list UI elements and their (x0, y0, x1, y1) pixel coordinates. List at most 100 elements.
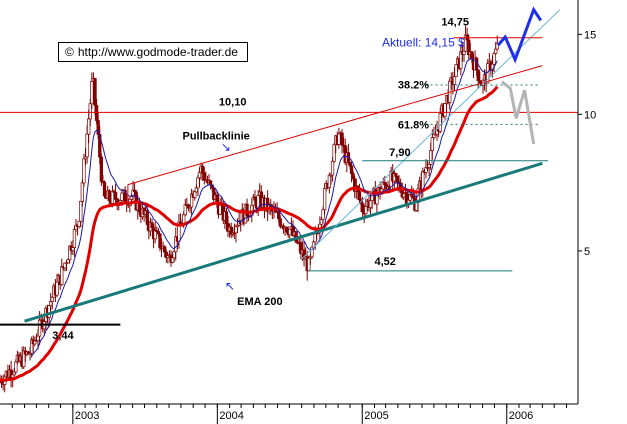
candle-body (79, 200, 83, 222)
candle-body (349, 165, 354, 174)
candle-body (430, 137, 434, 152)
candle-body (218, 204, 222, 215)
candle-body (494, 48, 498, 54)
candle-body (90, 80, 94, 105)
candle-body (313, 233, 317, 243)
candle-body (321, 209, 325, 220)
candle-body (495, 42, 499, 50)
candle-body (88, 103, 92, 120)
candle-body (394, 173, 398, 177)
candle-body (87, 118, 91, 135)
candle-body (427, 164, 431, 168)
projection-grey (501, 80, 536, 145)
candle-body (245, 203, 249, 217)
projection-blue (496, 6, 543, 64)
annotation-label: EMA 200 (237, 296, 282, 308)
copyright-symbol: © (65, 45, 74, 59)
candle-body (12, 371, 16, 376)
candle-body (196, 177, 200, 189)
y-tick-label: 15 (584, 29, 596, 41)
copyright-box: © http://www.godmode-trader.de (58, 42, 248, 62)
x-tick-label: 2004 (219, 410, 243, 422)
candle-body (77, 220, 81, 227)
candle-body (421, 170, 425, 190)
candle-body (129, 196, 134, 200)
candle-body (82, 158, 86, 184)
candle-body (145, 210, 149, 225)
candle-body (60, 266, 64, 286)
candle-body (94, 104, 99, 121)
candle-body (476, 69, 480, 82)
current-price-label: Aktuell: 14,15 $ (382, 36, 465, 50)
candle-body (202, 172, 206, 181)
annotation-label: 10,10 (219, 97, 247, 109)
arrow-icon: ↘ (221, 140, 231, 154)
candle-body (49, 301, 53, 306)
candle-body (194, 187, 199, 193)
candle-body (158, 233, 162, 249)
candle-body (36, 335, 40, 342)
candle-body (66, 259, 70, 264)
arrow-icon: ↖ (225, 279, 235, 293)
candle-body (170, 257, 175, 263)
annotation-label: 7,90 (389, 147, 410, 159)
candle-body (47, 305, 51, 318)
support-line-thick (24, 161, 543, 323)
candle-body (110, 190, 115, 204)
annotation-label: 14,75 (441, 16, 469, 28)
candle-body (307, 257, 311, 272)
candle-body (395, 176, 400, 183)
candle-body (429, 150, 433, 165)
y-tick-label: 5 (584, 246, 590, 258)
candle-body (55, 281, 59, 296)
candle-body (163, 246, 167, 253)
annotation-label: 61.8% (398, 120, 429, 132)
candle-body (14, 361, 18, 373)
ema-short-line (31, 58, 498, 357)
copyright-url[interactable]: http://www.godmode-trader.de (77, 45, 238, 59)
annotation-label: Pullbacklinie (183, 131, 250, 143)
candle-body (322, 188, 327, 211)
candle-body (50, 296, 54, 302)
candle-body (120, 192, 124, 201)
candle-body (253, 196, 257, 201)
candle-body (332, 144, 336, 162)
candle-body (452, 76, 457, 85)
candle-body (201, 165, 205, 174)
candle-body (368, 200, 373, 208)
candle-body (340, 132, 344, 146)
candle-body (215, 194, 219, 203)
candle-body (107, 190, 111, 201)
candle-body (288, 228, 292, 236)
candle-body (443, 103, 447, 117)
candle-body (224, 211, 229, 224)
upper-channel-line (127, 65, 543, 186)
candle-body (72, 229, 77, 248)
candle-body (327, 174, 332, 188)
candle-body (454, 64, 458, 77)
candle-body (37, 319, 42, 337)
candle-body (351, 173, 355, 180)
indicator-lines (0, 6, 578, 382)
axes: 5 10 15 2003 2004 2005 2006 (0, 0, 596, 424)
candle-body (470, 51, 474, 60)
candle-body (99, 156, 103, 182)
annotation-label: 4,52 (375, 256, 396, 268)
x-tick-label: 2006 (509, 410, 533, 422)
candle-body (11, 374, 15, 378)
candle-body (93, 78, 97, 106)
annotation-label: 38.2% (398, 79, 429, 91)
candle-body (414, 202, 419, 211)
x-tick-label: 2003 (75, 410, 99, 422)
candle-body (402, 193, 406, 198)
candle-body (71, 247, 75, 251)
x-tick-label: 2005 (364, 410, 388, 422)
candle-body (360, 203, 365, 213)
candle-body (172, 251, 176, 259)
annotation-label: 3,44 (52, 330, 74, 342)
candle-body (197, 172, 202, 179)
candle-body (277, 211, 281, 220)
annotations: 14,75 38.2% 10,10 61.8% 7,90 4,52 3,44 Pullback… (52, 16, 469, 342)
ema200-line (0, 85, 499, 382)
